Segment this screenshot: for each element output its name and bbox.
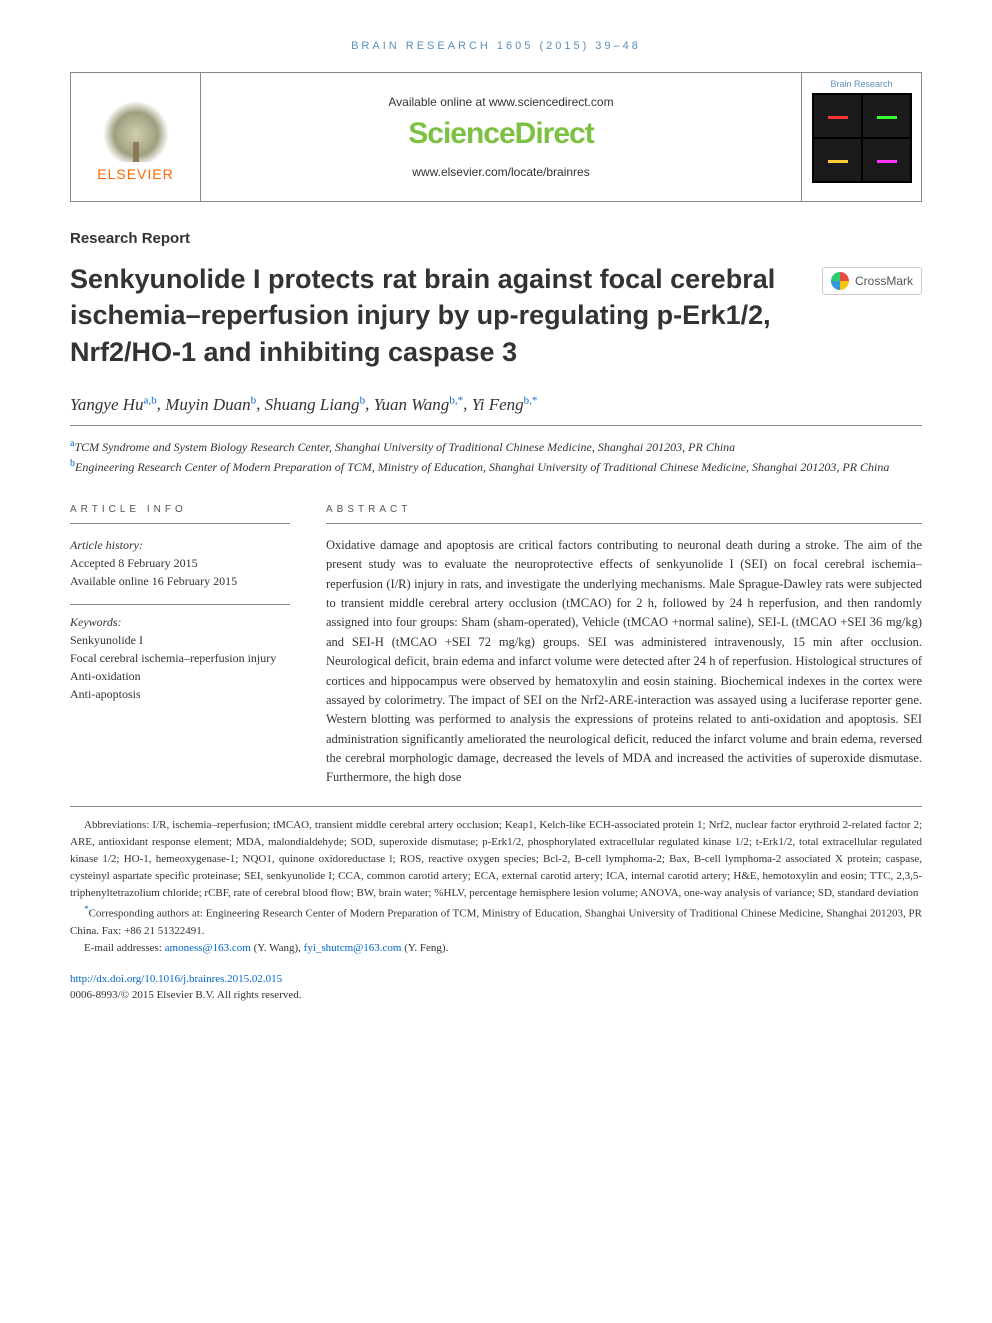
publisher-name: ELSEVIER (97, 166, 173, 182)
keyword: Senkyunolide I (70, 631, 290, 649)
doi-link[interactable]: http://dx.doi.org/10.1016/j.brainres.201… (70, 973, 282, 985)
crossmark-label: CrossMark (855, 274, 913, 288)
abstract-head: abstract (326, 504, 922, 524)
article-title: Senkyunolide I protects rat brain agains… (70, 261, 802, 370)
available-online-line: Available online at www.sciencedirect.co… (388, 95, 613, 109)
journal-url[interactable]: www.elsevier.com/locate/brainres (412, 165, 589, 179)
author: Yi Fengb,* (472, 395, 538, 414)
author: Muyin Duanb (165, 395, 256, 414)
copyright-line: 0006-8993/© 2015 Elsevier B.V. All right… (70, 987, 922, 1004)
author: Shuang Liangb (265, 395, 365, 414)
article-info-head: article info (70, 504, 290, 524)
history-label: Article history: (70, 536, 290, 554)
abbreviations-footnote: Abbreviations: I/R, ischemia–reperfusion… (70, 817, 922, 957)
abstract-col: abstract Oxidative damage and apoptosis … (326, 504, 922, 788)
masthead: ELSEVIER Available online at www.science… (70, 72, 922, 202)
abbreviations-text: Abbreviations: I/R, ischemia–reperfusion… (70, 817, 922, 902)
journal-cover-title: Brain Research (830, 79, 892, 89)
abstract-body: Oxidative damage and apoptosis are criti… (326, 536, 922, 788)
keywords-label: Keywords: (70, 613, 290, 631)
article-info-col: article info Article history: Accepted 8… (70, 504, 290, 788)
article-history: Article history: Accepted 8 February 201… (70, 536, 290, 590)
author: Yangye Hua,b (70, 395, 157, 414)
crossmark-badge[interactable]: CrossMark (822, 267, 922, 295)
publisher-logo-block: ELSEVIER (71, 73, 201, 201)
email-link[interactable]: fyi_shutcm@163.com (304, 942, 402, 954)
sciencedirect-logo[interactable]: ScienceDirect (408, 117, 593, 151)
running-head: BRAIN RESEARCH 1605 (2015) 39–48 (70, 40, 922, 52)
article-type: Research Report (70, 230, 922, 247)
affiliations: aTCM Syndrome and System Biology Researc… (70, 436, 922, 476)
accepted-date: Accepted 8 February 2015 (70, 554, 290, 572)
keyword: Anti-oxidation (70, 667, 290, 685)
email-link[interactable]: amoness@163.com (165, 942, 251, 954)
crossmark-icon (831, 272, 849, 290)
keyword: Anti-apoptosis (70, 685, 290, 703)
masthead-center: Available online at www.sciencedirect.co… (201, 73, 801, 201)
emails-footnote: E-mail addresses: amoness@163.com (Y. Wa… (70, 940, 922, 957)
author-list: Yangye Hua,b, Muyin Duanb, Shuang Liangb… (70, 394, 922, 426)
affiliation-b: bEngineering Research Center of Modern P… (70, 456, 922, 476)
keywords-block: Keywords: Senkyunolide IFocal cerebral i… (70, 613, 290, 703)
corresponding-footnote: *Corresponding authors at: Engineering R… (70, 902, 922, 940)
keyword: Focal cerebral ischemia–reperfusion inju… (70, 649, 290, 667)
author: Yuan Wangb,* (374, 395, 464, 414)
bottom-meta: http://dx.doi.org/10.1016/j.brainres.201… (70, 971, 922, 1004)
journal-cover-block: Brain Research (801, 73, 921, 201)
affiliation-a: aTCM Syndrome and System Biology Researc… (70, 436, 922, 456)
journal-cover-thumb (812, 93, 912, 183)
elsevier-tree-icon (101, 92, 171, 162)
online-date: Available online 16 February 2015 (70, 572, 290, 590)
